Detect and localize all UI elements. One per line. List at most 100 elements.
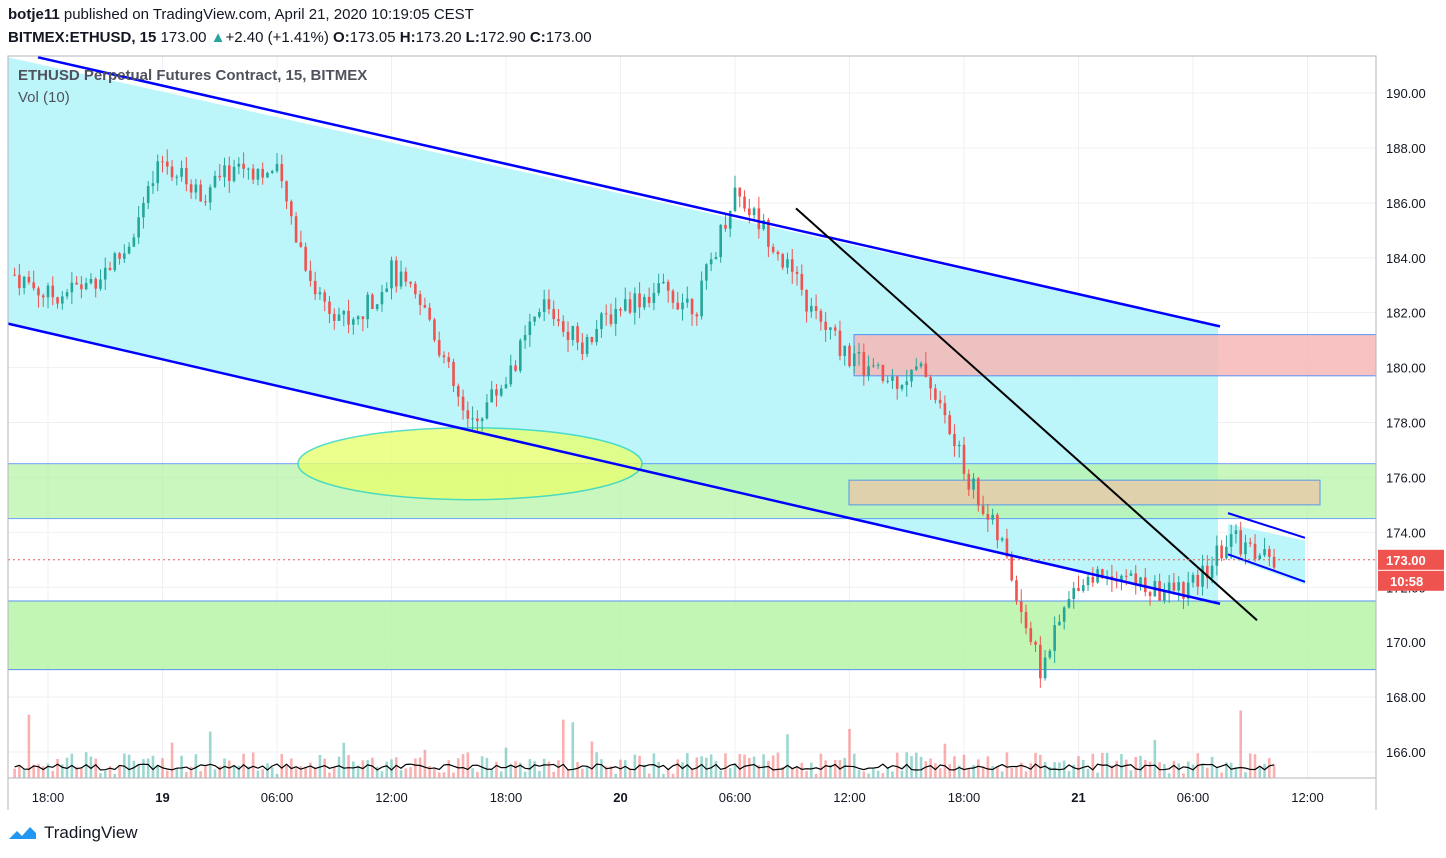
volume-bar bbox=[1134, 756, 1138, 778]
candle-body bbox=[1167, 582, 1171, 592]
volume-bar bbox=[1191, 764, 1195, 778]
volume-bar bbox=[790, 768, 794, 778]
volume-bar bbox=[437, 772, 441, 778]
candle-body bbox=[1048, 650, 1052, 658]
volume-bar bbox=[819, 753, 823, 778]
support-zone-lower[interactable] bbox=[7, 600, 1377, 671]
candle-body bbox=[204, 201, 207, 203]
candle-body bbox=[1120, 575, 1123, 582]
candle-body bbox=[767, 220, 770, 247]
candle-body bbox=[1234, 530, 1238, 535]
candle-body bbox=[433, 319, 436, 341]
candle-body bbox=[165, 161, 169, 167]
volume-bar bbox=[1124, 759, 1128, 778]
volume-bar bbox=[366, 760, 369, 778]
volume-bar bbox=[1201, 763, 1204, 778]
candle-body bbox=[99, 279, 102, 289]
change-value: +2.40 (+1.41%) bbox=[225, 29, 329, 46]
candle-body bbox=[623, 299, 627, 311]
volume-bar bbox=[495, 761, 498, 778]
volume-bar bbox=[914, 752, 918, 778]
candle-body bbox=[485, 402, 489, 419]
candle-body bbox=[824, 321, 827, 330]
price-chart[interactable]: 190.00 188.00 186.00 184.00 182.00 180.00 178.… bbox=[0, 52, 1446, 810]
volume-bar bbox=[604, 766, 608, 778]
volume-bar bbox=[385, 761, 389, 778]
candle-body bbox=[118, 253, 121, 259]
candle-body bbox=[218, 175, 222, 178]
volume-bar bbox=[924, 761, 928, 778]
mid-zone-box[interactable] bbox=[848, 479, 1321, 506]
channel-bottom-line[interactable] bbox=[7, 322, 1221, 605]
volume-bar bbox=[146, 758, 150, 778]
candle-body bbox=[137, 217, 140, 238]
volume-bar bbox=[423, 749, 427, 778]
candle-body bbox=[938, 399, 942, 404]
resistance-zone[interactable] bbox=[853, 334, 1377, 377]
volume-bar bbox=[1086, 768, 1090, 778]
volume-bar bbox=[795, 766, 799, 778]
small-channel-top[interactable] bbox=[1227, 512, 1306, 539]
descending-trendline[interactable] bbox=[795, 207, 1258, 621]
volume-bar bbox=[204, 766, 207, 778]
candle-body bbox=[56, 297, 59, 304]
tradingview-brand[interactable]: TradingView bbox=[8, 823, 138, 843]
candle-body bbox=[232, 166, 236, 182]
candle-body bbox=[41, 295, 45, 298]
volume-bar bbox=[757, 765, 761, 778]
candle-body bbox=[180, 168, 183, 177]
candle-body bbox=[676, 302, 680, 310]
volume-bar bbox=[929, 758, 932, 778]
candle-body bbox=[1229, 534, 1233, 547]
candle-body bbox=[1225, 546, 1228, 559]
candle-body bbox=[771, 246, 775, 252]
high-value: 173.20 bbox=[415, 29, 462, 46]
volume-bar bbox=[1029, 763, 1033, 778]
volume-bar bbox=[552, 771, 556, 778]
candle-body bbox=[108, 267, 112, 271]
volume-bar bbox=[485, 757, 489, 778]
volume-bar bbox=[843, 757, 847, 778]
volume-bar bbox=[542, 758, 546, 778]
volume-bar bbox=[1115, 760, 1118, 778]
volume-bar bbox=[1272, 764, 1276, 778]
volume-bar bbox=[309, 762, 312, 778]
candle-body bbox=[876, 364, 880, 366]
candle-body bbox=[643, 296, 646, 308]
volume-bar bbox=[199, 771, 202, 778]
candle-body bbox=[461, 396, 465, 411]
volume-bar bbox=[418, 757, 422, 778]
volume-bar bbox=[824, 760, 827, 778]
volume-bar bbox=[781, 767, 785, 778]
candle-body bbox=[1143, 577, 1147, 593]
small-channel-fill bbox=[1228, 524, 1305, 585]
candle-body bbox=[280, 163, 284, 182]
candle-body bbox=[385, 288, 389, 292]
candle-body bbox=[1263, 549, 1266, 556]
candle-body bbox=[270, 171, 274, 173]
y-tick-label: 186.00 bbox=[1386, 196, 1426, 211]
y-tick-label: 166.00 bbox=[1386, 745, 1426, 760]
candle-body bbox=[208, 187, 212, 203]
volume-bar bbox=[848, 728, 851, 778]
volume-bar bbox=[137, 764, 140, 778]
volume-bar bbox=[981, 766, 985, 778]
highlight-ellipse[interactable] bbox=[297, 426, 643, 501]
candle-body bbox=[700, 280, 703, 317]
volume-bar bbox=[967, 768, 971, 778]
volume-bar bbox=[776, 752, 780, 778]
small-channel-bottom[interactable] bbox=[1227, 553, 1306, 583]
candle-body bbox=[347, 310, 350, 325]
candle-body bbox=[709, 259, 713, 265]
volume-bar bbox=[185, 772, 188, 778]
channel-top-line[interactable] bbox=[37, 56, 1221, 328]
volume-bar bbox=[247, 766, 250, 778]
volume-bar bbox=[61, 764, 64, 778]
chart-frame bbox=[7, 55, 1377, 810]
author-name[interactable]: botje11 bbox=[8, 6, 60, 23]
volume-bar bbox=[471, 768, 474, 778]
candle-body bbox=[27, 276, 31, 283]
volume-bar bbox=[814, 773, 818, 778]
candle-body bbox=[80, 284, 83, 290]
candle-body bbox=[752, 208, 756, 216]
